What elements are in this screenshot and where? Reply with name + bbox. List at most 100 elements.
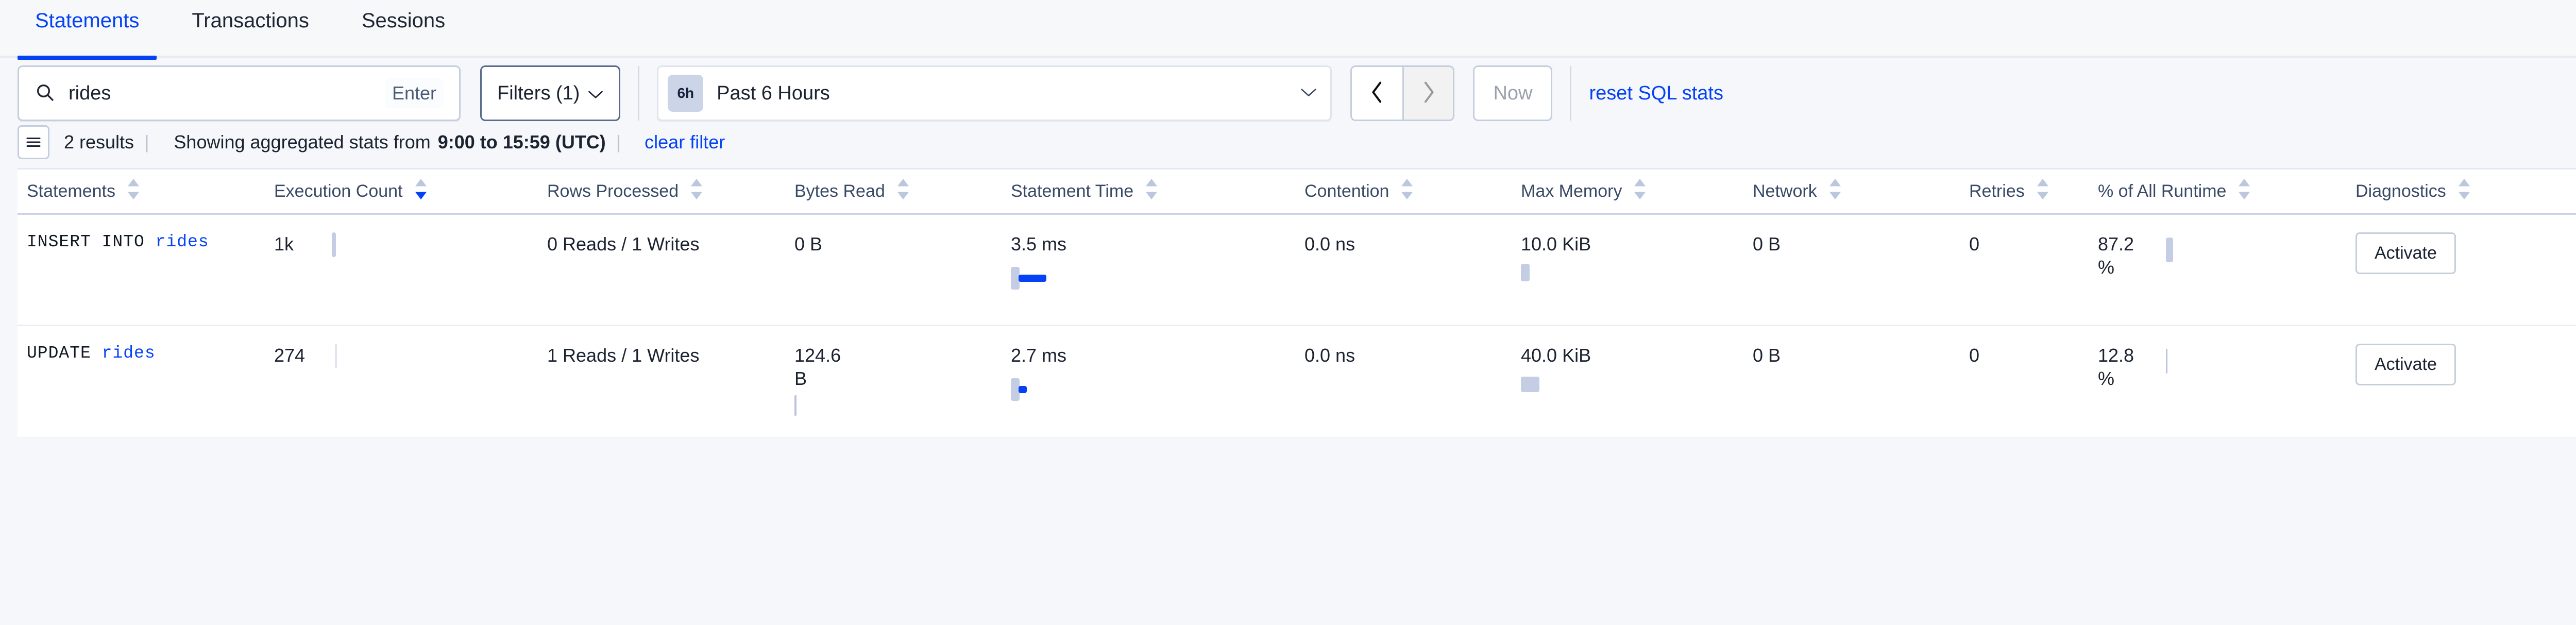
column-label: Network	[1753, 181, 1817, 201]
reset-sql-stats-link[interactable]: reset SQL stats	[1589, 82, 1723, 104]
time-next-button[interactable]	[1402, 67, 1453, 120]
column-header-execution-count[interactable]: Execution Count	[265, 178, 538, 205]
chevron-down-icon	[588, 82, 603, 105]
cell-diagnostics: Activate	[2346, 232, 2576, 274]
cell-bytes-read: 0 B	[785, 232, 1002, 256]
list-view-icon[interactable]	[18, 125, 49, 159]
time-range-label: Past 6 Hours	[717, 82, 830, 104]
cell-contention: 0.0 ns	[1295, 232, 1512, 256]
cell-statement-time: 3.5 ms	[1002, 232, 1295, 290]
status-separator-1: |	[144, 131, 149, 153]
search-icon	[35, 82, 55, 105]
execution-count-bar	[335, 344, 337, 368]
statement-time-bar	[1011, 267, 1295, 290]
tab-statements[interactable]: Statements	[18, 0, 157, 60]
cell-statement[interactable]: INSERT INTO rides	[18, 232, 265, 251]
sort-icon	[2458, 178, 2471, 205]
column-label: Execution Count	[274, 181, 403, 201]
cell-network: 0 B	[1743, 232, 1960, 256]
bytes-read-value: 124.6 B	[794, 345, 841, 389]
activate-diagnostics-button[interactable]: Activate	[2355, 232, 2456, 274]
cell-diagnostics: Activate	[2346, 344, 2576, 385]
cell-retries: 0	[1960, 232, 2089, 256]
rows-processed-value: 1 Reads / 1 Writes	[547, 345, 700, 366]
pct-runtime-bar	[2166, 349, 2167, 374]
execution-count-value: 1k	[274, 233, 294, 255]
column-header-bytes-read[interactable]: Bytes Read	[785, 178, 1002, 205]
max-memory-bar	[1521, 375, 1743, 397]
now-button[interactable]: Now	[1473, 65, 1553, 121]
status-results-count: 2 results	[64, 131, 134, 153]
sort-icon	[127, 178, 140, 205]
pct-runtime-value: 87.2 %	[2098, 233, 2134, 278]
sort-icon	[690, 178, 703, 205]
max-memory-bar	[1521, 264, 1743, 286]
sort-icon	[1828, 178, 1842, 205]
pct-runtime-bar	[2166, 238, 2173, 262]
rows-processed-value: 0 Reads / 1 Writes	[547, 233, 700, 255]
activate-diagnostics-button[interactable]: Activate	[2355, 344, 2456, 385]
contention-value: 0.0 ns	[1304, 233, 1355, 255]
status-showing-prefix: Showing aggregated stats from	[174, 131, 431, 153]
column-label: Statements	[27, 181, 115, 201]
cell-max-memory: 40.0 KiB	[1512, 344, 1743, 397]
column-label: % of All Runtime	[2098, 181, 2227, 201]
column-header-diagnostics[interactable]: Diagnostics	[2346, 178, 2576, 205]
cell-bytes-read: 124.6 B	[785, 344, 1002, 420]
column-header-statement-time[interactable]: Statement Time	[1002, 178, 1295, 205]
table-row[interactable]: UPDATE rides 274 1 Reads / 1 Writes 124.…	[18, 326, 2576, 437]
column-header-retries[interactable]: Retries	[1960, 178, 2089, 205]
statement-text: INSERT INTO	[27, 232, 156, 251]
column-header-rows-processed[interactable]: Rows Processed	[538, 178, 785, 205]
table-row[interactable]: INSERT INTO rides 1k 0 Reads / 1 Writes …	[18, 215, 2576, 326]
cell-statement-time: 2.7 ms	[1002, 344, 1295, 401]
column-label: Max Memory	[1521, 181, 1622, 201]
toolbar: rides Enter Filters (1) 6h Past 6 Hours	[0, 58, 2576, 124]
chevron-right-icon	[1420, 80, 1437, 107]
column-label: Diagnostics	[2355, 181, 2446, 201]
max-memory-value: 40.0 KiB	[1521, 345, 1591, 366]
search-enter-hint[interactable]: Enter	[384, 78, 444, 108]
tab-transactions-label: Transactions	[192, 9, 309, 32]
status-bar: 2 results | Showing aggregated stats fro…	[0, 124, 2576, 168]
retries-value: 0	[1969, 345, 1980, 366]
execution-count-value: 274	[274, 345, 306, 366]
cell-max-memory: 10.0 KiB	[1512, 232, 1743, 286]
time-range-picker[interactable]: 6h Past 6 Hours	[657, 65, 1332, 121]
cell-contention: 0.0 ns	[1295, 344, 1512, 367]
filters-button[interactable]: Filters (1)	[480, 65, 621, 121]
statements-table: Statements Execution Count Rows Processe…	[18, 168, 2576, 437]
statement-time-value: 2.7 ms	[1011, 345, 1067, 366]
column-header-statements[interactable]: Statements	[18, 178, 265, 205]
cell-execution-count: 274	[265, 344, 538, 368]
column-header-network[interactable]: Network	[1743, 178, 1960, 205]
statement-time-bar	[1011, 378, 1295, 401]
retries-value: 0	[1969, 233, 1980, 255]
execution-count-bar	[332, 232, 336, 257]
cell-rows-processed: 1 Reads / 1 Writes	[538, 344, 785, 367]
column-label: Contention	[1304, 181, 1389, 201]
time-range-badge: 6h	[668, 75, 704, 112]
sort-icon-desc-active	[414, 178, 428, 205]
cell-statement[interactable]: UPDATE rides	[18, 344, 265, 363]
now-button-label: Now	[1493, 82, 1533, 104]
column-label: Rows Processed	[547, 181, 679, 201]
column-header-max-memory[interactable]: Max Memory	[1512, 178, 1743, 205]
tab-transactions[interactable]: Transactions	[174, 0, 327, 58]
sort-icon	[1400, 178, 1414, 205]
column-header-contention[interactable]: Contention	[1295, 178, 1512, 205]
statement-time-value: 3.5 ms	[1011, 233, 1067, 255]
tab-sessions[interactable]: Sessions	[344, 0, 463, 58]
sort-icon	[896, 178, 910, 205]
tab-bar: Statements Transactions Sessions	[0, 0, 2576, 60]
search-input[interactable]: rides Enter	[18, 65, 461, 121]
sort-icon	[1145, 178, 1158, 205]
pct-runtime-value: 12.8 %	[2098, 345, 2134, 389]
sort-icon	[2238, 178, 2251, 205]
time-nav-group	[1350, 65, 1455, 121]
contention-value: 0.0 ns	[1304, 345, 1355, 366]
column-header-pct-of-all-runtime[interactable]: % of All Runtime	[2089, 178, 2346, 205]
toolbar-divider-2	[1570, 66, 1572, 121]
clear-filter-link[interactable]: clear filter	[645, 131, 725, 153]
time-prev-button[interactable]	[1352, 67, 1403, 120]
